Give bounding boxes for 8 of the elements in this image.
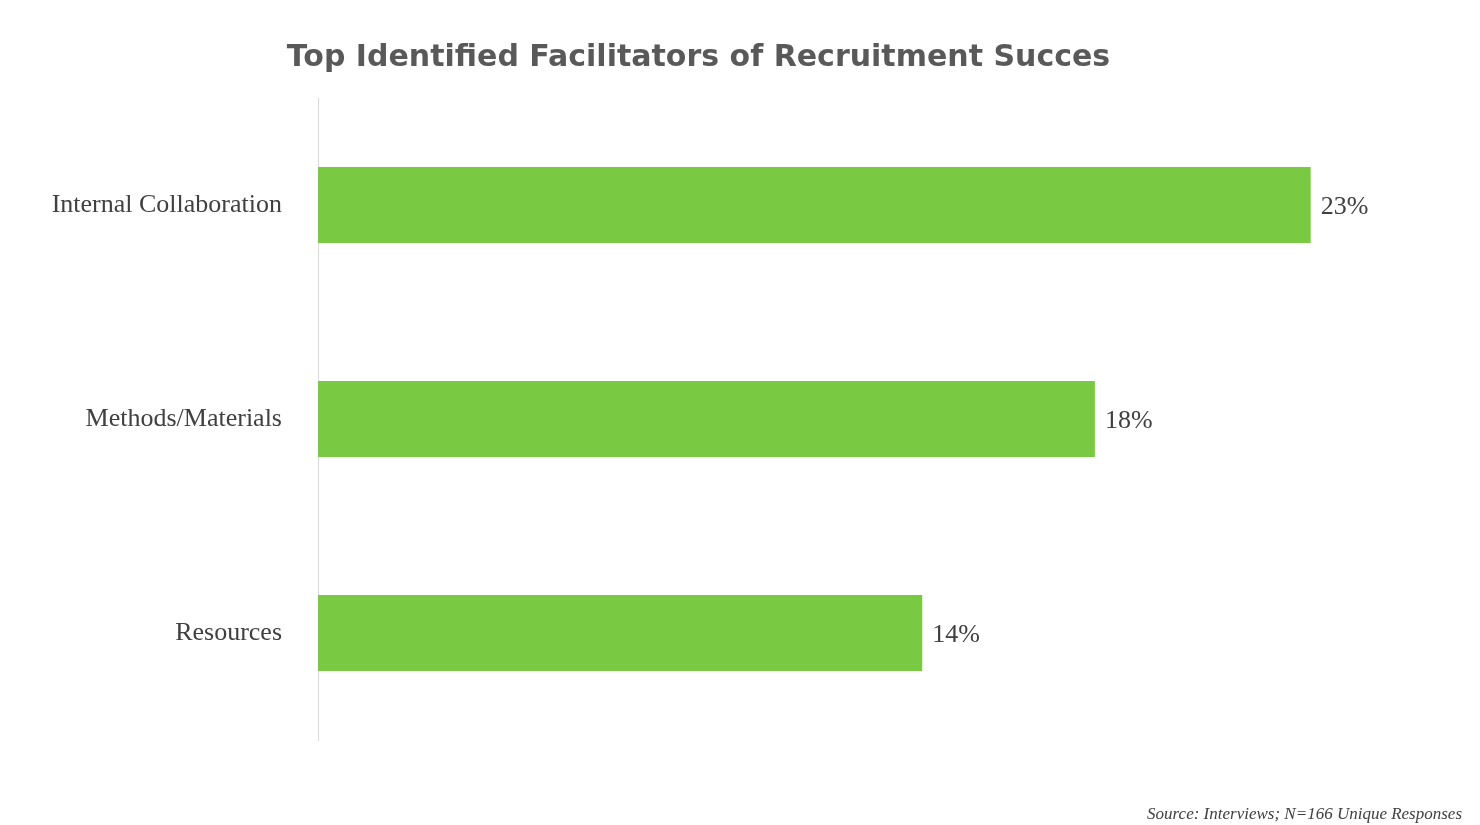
y-tick-label: Methods/Materials xyxy=(85,402,282,432)
data-label: 14% xyxy=(932,618,980,648)
chart-title: Top Identified Facilitators of Recruitment Succes xyxy=(286,37,1111,73)
y-tick-label: Resources xyxy=(175,616,282,646)
data-label: 23% xyxy=(1320,190,1369,220)
y-tick-label: Internal Collaboration xyxy=(51,188,282,218)
source-note: Source: Interviews; N=166 Unique Responses xyxy=(1147,803,1463,823)
data-label: 18% xyxy=(1104,404,1153,434)
